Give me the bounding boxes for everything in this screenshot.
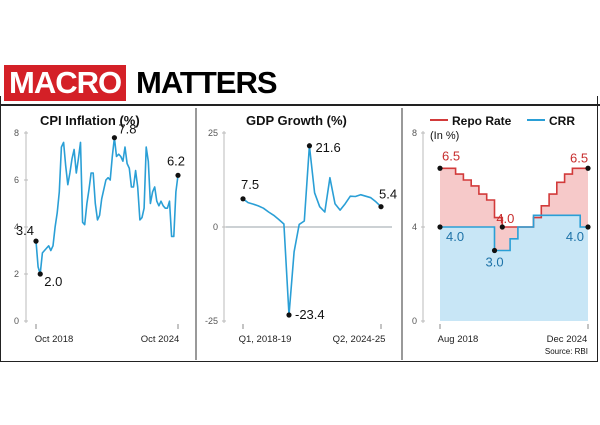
y-tick-label: 6: [14, 175, 19, 185]
legend-label-crr: CRR: [549, 114, 575, 128]
y-tick-label: 4: [14, 222, 19, 232]
y-tick-label: 8: [14, 128, 19, 138]
x-tick-label: Oct 2024: [141, 334, 180, 345]
cpi-series-line: [35, 136, 179, 275]
data-label: 2.0: [44, 274, 62, 289]
x-tick-label: Oct 2018: [35, 334, 74, 345]
headline-rule: [0, 104, 600, 106]
headline-matters: MATTERS: [136, 65, 278, 100]
x-tick-label: Aug 2018: [438, 334, 479, 345]
data-point: [585, 224, 591, 230]
data-point: [499, 224, 505, 230]
data-point: [306, 143, 313, 149]
unit-label: (In %): [430, 130, 459, 142]
chart-title: GDP Growth (%): [246, 113, 347, 128]
x-tick-label: Q2, 2024-25: [333, 334, 386, 345]
y-tick-label: 0: [412, 316, 417, 326]
source-note: Source: RBI: [545, 347, 588, 356]
data-label: 6.5: [570, 150, 588, 165]
y-tick-label: 8: [412, 128, 417, 138]
data-label: 3.4: [16, 223, 34, 238]
y-tick-label: 0: [213, 222, 218, 232]
y-tick-label: 4: [412, 222, 417, 232]
data-label: 4.0: [446, 229, 464, 244]
data-point: [491, 247, 498, 254]
data-label: 3.0: [485, 255, 503, 270]
data-point: [37, 271, 43, 277]
data-point: [33, 238, 39, 244]
chart-frame: [0, 96, 598, 362]
data-label: 6.2: [167, 153, 185, 168]
repo-area-fill: [440, 168, 588, 251]
data-point: [111, 135, 118, 141]
crr-series-line: [440, 214, 588, 252]
legend-label-repo: Repo Rate: [452, 114, 512, 128]
data-label: 4.0: [566, 229, 584, 244]
data-label: 21.6: [315, 140, 340, 155]
y-tick-label: 25: [208, 128, 218, 138]
data-point: [286, 312, 292, 318]
data-point: [437, 165, 443, 171]
chart-title: CPI Inflation (%): [40, 113, 140, 128]
y-tick-label: 0: [14, 316, 19, 326]
data-label: 4.0: [496, 211, 514, 226]
x-tick-label: Dec 2024: [547, 334, 588, 345]
data-point: [175, 172, 181, 178]
y-tick-label: 2: [14, 269, 19, 279]
data-label: -23.4: [295, 307, 325, 322]
repo-series-line: [440, 167, 588, 228]
data-point: [437, 224, 443, 230]
data-label: 7.8: [118, 122, 136, 137]
data-label: 6.5: [442, 148, 460, 163]
gdp-series-line: [242, 145, 382, 316]
crr-area-fill: [440, 215, 588, 321]
headline: MACRO MATTERS: [0, 63, 600, 105]
data-point: [378, 204, 384, 210]
x-tick-label: Q1, 2018-19: [239, 334, 292, 345]
headline-macro: MACRO: [4, 65, 127, 101]
data-point: [240, 196, 246, 202]
data-label: 7.5: [241, 177, 259, 192]
data-point: [585, 165, 591, 171]
data-label: 5.4: [379, 187, 397, 202]
y-tick-label: -25: [205, 316, 218, 326]
